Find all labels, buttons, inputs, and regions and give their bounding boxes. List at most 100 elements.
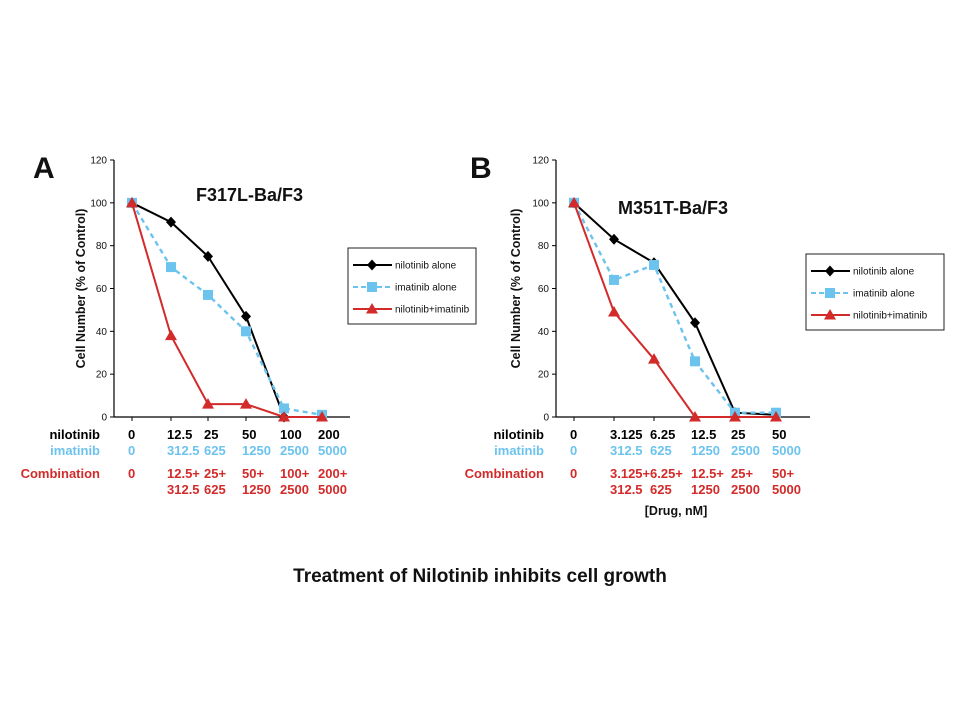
chart-panel-b: B M351T-Ba/F3 Cell Number (% of Control) 0 2… (465, 152, 945, 518)
legend-marker (367, 259, 377, 271)
dose-table: nilotinib 0 3.125 6.25 12.5 25 50 imatinib 0 312.… (465, 427, 801, 497)
data-point (278, 411, 290, 422)
data-point (279, 403, 289, 414)
y-tick-label: 120 (532, 156, 549, 167)
dose-value: 0 (570, 443, 577, 458)
dose-value: 312.5 (610, 482, 643, 497)
series-line-0 (573, 202, 777, 416)
dose-value: 50+ (242, 466, 264, 481)
legend-label: nilotinib alone (395, 261, 457, 272)
dose-value: 1250 (242, 443, 271, 458)
dose-value: 312.5 (167, 482, 200, 497)
slide-caption: Treatment of Nilotinib inhibits cell gro… (293, 566, 667, 587)
dose-value: 3.125+ (610, 466, 651, 481)
dose-value: 312.5 (167, 443, 200, 458)
data-point (203, 250, 213, 262)
chart-title: M351T-Ba/F3 (618, 198, 728, 218)
legend-label: imatinib alone (853, 289, 915, 300)
dose-value: 12.5+ (167, 466, 200, 481)
data-point (649, 259, 659, 270)
dose-value: 625 (650, 443, 672, 458)
y-tick-label: 0 (543, 413, 549, 424)
dose-value: 5000 (318, 443, 347, 458)
panel-letter: B (470, 152, 492, 185)
legend-marker (367, 282, 377, 292)
dose-value: 6.25 (650, 427, 675, 442)
dose-value: 100+ (280, 466, 310, 481)
y-tick-label: 120 (90, 156, 107, 167)
dose-value: 25+ (204, 466, 226, 481)
dose-table: nilotinib 0 12.5 25 50 100 200 imatinib 0 312.5 62… (21, 427, 348, 497)
dose-value: 1250 (242, 482, 271, 497)
data-point (568, 196, 580, 208)
series-line-2 (573, 202, 776, 418)
series-line-0 (131, 201, 285, 418)
dose-value: 25 (731, 427, 745, 442)
panel-letter: A (33, 152, 55, 185)
data-point (689, 411, 701, 422)
dose-value: 6.25+ (650, 466, 683, 481)
dose-value: 200+ (318, 466, 348, 481)
dose-value: 2500 (280, 443, 309, 458)
y-tick-label: 100 (532, 198, 549, 209)
dose-value: 625 (650, 482, 672, 497)
dose-value: 12.5 (167, 427, 192, 442)
chart-panel-a: A F317L-Ba/F3 Cell Number (% of Control) 0 2… (21, 152, 477, 497)
data-point (241, 310, 251, 322)
dose-value: 2500 (731, 482, 760, 497)
dose-value: 100 (280, 427, 302, 442)
dose-value: 3.125 (610, 427, 643, 442)
data-point (240, 398, 252, 409)
data-point (648, 353, 660, 364)
y-tick-label: 60 (538, 284, 550, 295)
legend-label: nilotinib alone (853, 267, 915, 278)
dose-row-label: imatinib (494, 443, 544, 458)
dose-value: 25+ (731, 466, 753, 481)
y-tick-label: 40 (538, 327, 550, 338)
legend-label: nilotinib+imatinib (395, 305, 470, 316)
dose-value: 200 (318, 427, 340, 442)
data-point (729, 411, 741, 422)
data-point (241, 326, 251, 337)
data-point (166, 216, 176, 228)
y-tick-label: 60 (96, 284, 108, 295)
y-tick-label: 80 (96, 241, 108, 252)
dose-value: 2500 (731, 443, 760, 458)
dose-value: 5000 (318, 482, 347, 497)
data-point (165, 329, 177, 341)
series-line-2 (131, 202, 322, 418)
dose-value: 0 (128, 466, 135, 481)
data-point (770, 411, 782, 422)
dose-row-label: Combination (21, 466, 100, 481)
y-tick-label: 80 (538, 241, 550, 252)
y-axis-label: Cell Number (% of Control) (74, 209, 88, 369)
dose-value: 50 (242, 427, 256, 442)
dose-value: 0 (570, 466, 577, 481)
data-point (316, 411, 328, 422)
dose-value: 0 (128, 443, 135, 458)
dose-value: 1250 (691, 482, 720, 497)
legend: nilotinib alone imatinib alone nilotinib+i… (805, 253, 945, 331)
dose-row-label: nilotinib (49, 427, 100, 442)
dose-value: 312.5 (610, 443, 643, 458)
dose-value: 1250 (691, 443, 720, 458)
legend-label: nilotinib+imatinib (853, 311, 928, 322)
data-point (126, 196, 138, 208)
dose-value: 2500 (280, 482, 309, 497)
dose-value: 12.5 (691, 427, 716, 442)
dose-value: 50 (772, 427, 786, 442)
legend-marker (825, 288, 835, 298)
y-tick-label: 20 (96, 370, 108, 381)
dose-row-label: nilotinib (493, 427, 544, 442)
data-point (166, 262, 176, 273)
legend: nilotinib alone imatinib alone nilotinib+i… (347, 247, 477, 325)
y-tick-label: 0 (101, 413, 107, 424)
y-tick-label: 100 (90, 198, 107, 209)
data-point (608, 306, 620, 317)
dose-value: 0 (570, 427, 577, 442)
dose-value: 50+ (772, 466, 794, 481)
data-point (609, 233, 619, 245)
legend-marker (824, 309, 836, 320)
y-tick-label: 40 (96, 327, 108, 338)
